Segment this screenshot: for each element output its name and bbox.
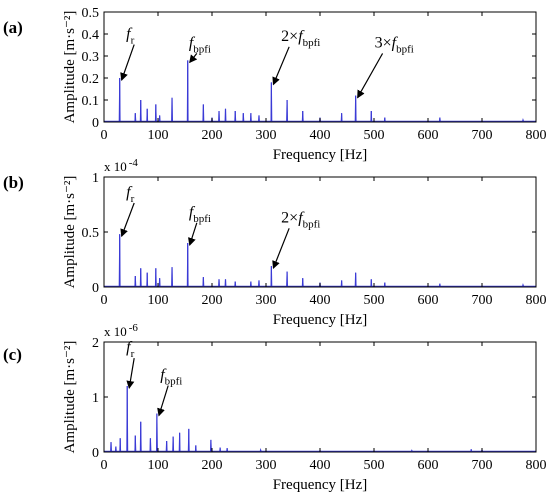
x-tick-label: 800: [526, 293, 547, 308]
x-tick-label: 300: [256, 293, 277, 308]
x-tick-label: 600: [418, 128, 439, 143]
annotation-arrow: [120, 202, 135, 238]
x-tick-label: 600: [418, 293, 439, 308]
annotation-label: fr: [126, 184, 134, 205]
x-tick-label: 700: [472, 458, 493, 473]
annotation-arrow: [157, 385, 169, 417]
x-tick-label: 0: [101, 128, 108, 143]
annotation-arrow: [272, 228, 290, 270]
spectrum-line-1: [104, 60, 536, 122]
x-tick-label: 400: [310, 458, 331, 473]
exponent-label: x 10 -4: [104, 157, 138, 174]
annotation-label: fr: [126, 26, 134, 47]
x-tick-label: 700: [472, 128, 493, 143]
annotation-label: 3×fbpfi: [375, 34, 414, 55]
panel-label: (c): [3, 345, 22, 364]
y-axis-label: Amplitude [m·s⁻²]: [62, 176, 78, 289]
x-axis-label: Frequency [Hz]: [273, 312, 368, 328]
annotation-label: 2×fbpfi: [281, 28, 320, 49]
annotation-label: fr: [126, 339, 134, 360]
x-tick-label: 500: [364, 458, 385, 473]
x-tick-label: 100: [148, 128, 169, 143]
x-tick-label: 500: [364, 128, 385, 143]
y-axis-label: Amplitude [m·s⁻²]: [62, 11, 78, 124]
x-tick-label: 400: [310, 128, 331, 143]
y-tick-label: 0.5: [82, 226, 100, 241]
y-tick-label: 0: [92, 446, 99, 461]
annotation-label: fbpfi: [189, 204, 211, 225]
x-tick-label: 100: [148, 293, 169, 308]
y-tick-label: 1: [92, 171, 99, 186]
x-tick-label: 800: [526, 458, 547, 473]
x-tick-label: 200: [202, 128, 223, 143]
y-tick-label: 0: [92, 281, 99, 296]
panel-label: (b): [3, 173, 24, 192]
annotation-arrow: [272, 46, 290, 86]
x-tick-label: 500: [364, 293, 385, 308]
x-tick-label: 300: [256, 458, 277, 473]
annotation-arrow: [357, 53, 384, 99]
x-tick-label: 300: [256, 128, 277, 143]
x-tick-label: 800: [526, 128, 547, 143]
annotation-label: fbpfi: [160, 367, 182, 388]
x-axis-label: Frequency [Hz]: [273, 477, 368, 493]
spectrum-line-2: [104, 234, 536, 287]
x-tick-label: 200: [202, 293, 223, 308]
x-tick-label: 100: [148, 458, 169, 473]
x-tick-label: 0: [101, 293, 108, 308]
x-tick-label: 200: [202, 458, 223, 473]
x-tick-label: 400: [310, 293, 331, 308]
x-tick-label: 0: [101, 458, 108, 473]
y-tick-label: 0.3: [82, 50, 100, 65]
annotation-arrow: [188, 222, 198, 246]
y-tick-label: 2: [92, 336, 99, 351]
axes-box-1: [103, 11, 537, 123]
exponent-power: -4: [129, 157, 139, 169]
annotation-arrow: [120, 44, 135, 81]
exponent-label: x 10 -6: [104, 322, 138, 339]
axes-box-2: [103, 176, 537, 288]
y-axis-label: Amplitude [m·s⁻²]: [62, 341, 78, 454]
y-tick-label: 0.5: [82, 6, 100, 21]
panel-label: (a): [3, 18, 23, 37]
y-tick-label: 0.2: [82, 72, 100, 87]
x-tick-label: 600: [418, 458, 439, 473]
x-axis-label: Frequency [Hz]: [273, 147, 368, 163]
y-tick-label: 0.4: [82, 28, 100, 43]
y-tick-label: 0: [92, 116, 99, 131]
annotation-arrow: [126, 358, 135, 389]
exponent-power: -6: [129, 322, 139, 334]
x-tick-label: 700: [472, 293, 493, 308]
y-tick-label: 1: [92, 391, 99, 406]
annotation-label: 2×fbpfi: [281, 209, 320, 230]
exponent-base: x 10: [104, 159, 127, 174]
y-tick-label: 0.1: [82, 94, 100, 109]
exponent-base: x 10: [104, 324, 127, 339]
annotation-label: fbpfi: [189, 34, 211, 55]
annotation-arrow: [189, 53, 198, 64]
spectrum-line-3: [104, 385, 536, 452]
axes-box-3: [103, 341, 537, 453]
